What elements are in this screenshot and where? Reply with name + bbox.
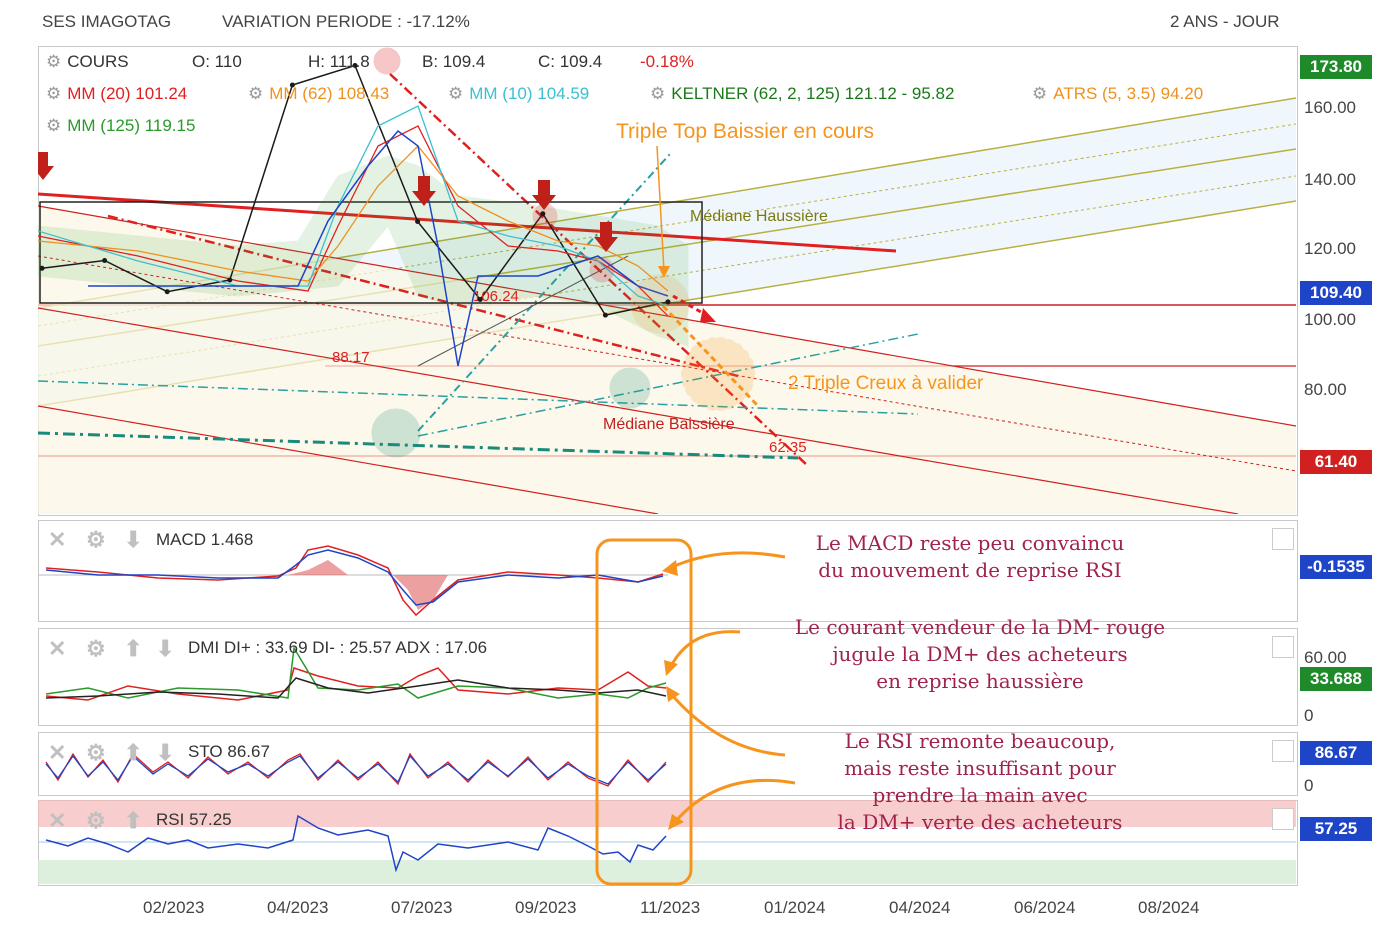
- gear-icon[interactable]: ⚙: [650, 84, 666, 103]
- mm62-legend[interactable]: ⚙ MM (62) 108.43: [248, 84, 389, 104]
- price-high-tag: 173.80: [1300, 55, 1372, 79]
- period-selector[interactable]: 2 ANS - JOUR: [1170, 12, 1280, 31]
- mm10-label: MM (10) 104.59: [469, 84, 590, 103]
- gear-icon[interactable]: ⚙: [86, 636, 106, 661]
- close-icon[interactable]: ✕: [48, 740, 67, 765]
- price-point: [352, 63, 358, 68]
- close-value: C: 109.4: [538, 52, 603, 71]
- triple-top-annotation: Triple Top Baissier en cours: [616, 120, 874, 143]
- price-tick: 160.00: [1304, 98, 1356, 117]
- level-88-label: 88.17: [332, 349, 370, 366]
- x-tick: 02/2023: [143, 898, 205, 917]
- dmi-checkbox[interactable]: [1272, 636, 1294, 658]
- sto-chart: [45, 752, 667, 787]
- legend-row-1: ⚙ COURS: [46, 52, 129, 72]
- mm62-label: MM (62) 108.43: [269, 84, 390, 103]
- gear-icon[interactable]: ⚙: [1032, 84, 1048, 103]
- dmi-note: Le courant vendeur de la DM- rouge jugule…: [794, 615, 1166, 693]
- gear-icon[interactable]: ⚙: [46, 84, 62, 103]
- mm125-label: MM (125) 119.15: [67, 116, 196, 135]
- ticker-title: SES IMAGOTAG: [42, 12, 172, 31]
- price-tick: 140.00: [1304, 170, 1356, 189]
- dmi-tick: 60.00: [1304, 648, 1347, 667]
- dmi-tag: 33.688: [1300, 667, 1372, 691]
- arrow-down-icon[interactable]: ⬇: [156, 740, 175, 765]
- gear-icon[interactable]: ⚙: [46, 52, 62, 71]
- gear-icon[interactable]: ⚙: [248, 84, 264, 103]
- atrs-label: ATRS (5, 3.5) 94.20: [1053, 84, 1204, 103]
- keltner-legend[interactable]: ⚙ KELTNER (62, 2, 125) 121.12 - 95.82: [650, 84, 954, 104]
- x-tick: 07/2023: [391, 898, 453, 917]
- sto-tag: 86.67: [1300, 741, 1372, 765]
- close-icon[interactable]: ✕: [48, 527, 67, 552]
- rsi-note: Le RSI remonte beaucoup, mais reste insuf…: [837, 729, 1123, 834]
- atrs-legend[interactable]: ⚙ ATRS (5, 3.5) 94.20: [1032, 84, 1203, 104]
- price-point: [227, 277, 233, 283]
- mm20-legend[interactable]: ⚙ MM (20) 101.24: [46, 84, 187, 104]
- arrow-down-icon[interactable]: ⬇: [156, 636, 175, 661]
- mm125-legend[interactable]: ⚙ MM (125) 119.15: [46, 116, 195, 136]
- price-tick: 80.00: [1304, 380, 1347, 399]
- triple-creux-annotation: 2 Triple Creux à valider: [788, 373, 984, 394]
- mm20-label: MM (20) 101.24: [67, 84, 188, 103]
- x-tick: 11/2023: [640, 898, 701, 917]
- arrow-up-icon[interactable]: ⬆: [124, 808, 143, 833]
- variation-label: VARIATION PERIODE : -17.12%: [222, 12, 470, 31]
- price-point: [289, 82, 295, 88]
- macd-note: Le MACD reste peu convaincu du mouvement …: [815, 531, 1125, 582]
- cours-label: COURS: [67, 52, 129, 71]
- close-icon[interactable]: ✕: [48, 808, 67, 833]
- gear-icon[interactable]: ⚙: [448, 84, 464, 103]
- price-last-tag: 109.40: [1300, 281, 1372, 305]
- x-tick: 09/2023: [515, 898, 577, 917]
- gear-icon[interactable]: ⚙: [86, 527, 106, 552]
- price-chart: Triple Top Baissier en cours Médiane Hau…: [38, 47, 1296, 514]
- gear-icon[interactable]: ⚙: [86, 808, 106, 833]
- keltner-label: KELTNER (62, 2, 125) 121.12 - 95.82: [671, 84, 955, 103]
- sto-label: STO 86.67: [188, 742, 270, 761]
- change-value: -0.18%: [640, 52, 694, 71]
- price-point: [39, 265, 45, 271]
- price-low-tag: 61.40: [1300, 450, 1372, 474]
- macd-label: MACD 1.468: [156, 530, 254, 549]
- arrow-up-icon[interactable]: ⬆: [124, 636, 143, 661]
- rsi-tag: 57.25: [1300, 817, 1372, 841]
- gear-icon[interactable]: ⚙: [46, 116, 62, 135]
- x-tick: 06/2024: [1014, 898, 1076, 917]
- sto-checkbox[interactable]: [1272, 740, 1294, 762]
- price-point: [665, 299, 671, 305]
- rsi-label: RSI 57.25: [156, 810, 232, 829]
- price-point: [602, 312, 608, 318]
- mediane-baissiere-annotation: Médiane Baissière: [603, 416, 735, 433]
- level-62-label: 62.35: [769, 439, 807, 456]
- dmi-label: DMI DI+ : 33.69 DI- : 25.57 ADX : 17.06: [188, 638, 488, 657]
- macd-tag: -0.1535: [1300, 555, 1372, 579]
- low-value: B: 109.4: [422, 52, 486, 71]
- mediane-haussiere-annotation: Médiane Haussière: [690, 208, 828, 225]
- x-tick: 04/2024: [889, 898, 951, 917]
- price-tick: 120.00: [1304, 239, 1356, 258]
- gear-icon[interactable]: ⚙: [86, 740, 106, 765]
- rsi-checkbox[interactable]: [1272, 808, 1294, 830]
- x-tick: 04/2023: [267, 898, 329, 917]
- close-icon[interactable]: ✕: [48, 636, 67, 661]
- dmi-tick: 0: [1304, 706, 1314, 725]
- price-point: [415, 219, 421, 224]
- mm10-legend[interactable]: ⚙ MM (10) 104.59: [448, 84, 589, 104]
- price-tick: 100.00: [1304, 310, 1356, 329]
- price-point: [477, 297, 483, 302]
- x-tick: 01/2024: [764, 898, 826, 917]
- arrow-up-icon[interactable]: ⬆: [124, 740, 143, 765]
- high-value: H: 111.8: [308, 52, 370, 71]
- arrow-down-icon[interactable]: ⬇: [124, 527, 143, 552]
- macd-checkbox[interactable]: [1272, 528, 1294, 550]
- x-tick: 08/2024: [1138, 898, 1200, 917]
- price-point: [102, 258, 108, 263]
- macd-chart: [38, 545, 668, 617]
- price-point: [164, 289, 170, 295]
- level-106-label: 106.24: [473, 288, 519, 305]
- price-point: [540, 211, 546, 217]
- sto-tick: 0: [1304, 776, 1314, 795]
- open-value: O: 110: [192, 52, 242, 71]
